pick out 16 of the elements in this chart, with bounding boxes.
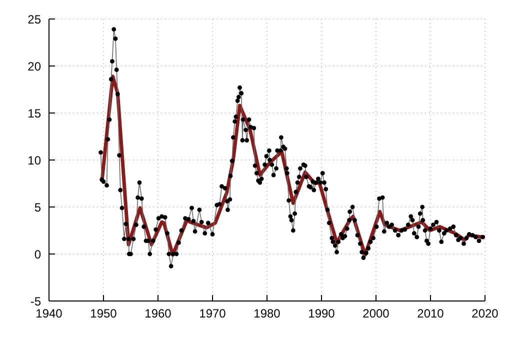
y-tick-label: 0 bbox=[34, 247, 42, 262]
x-tick-label: 1980 bbox=[254, 306, 281, 321]
x-tick-label: 1970 bbox=[199, 306, 226, 321]
y-tick-label: 25 bbox=[28, 12, 42, 26]
x-tick-label: 1990 bbox=[308, 306, 336, 321]
x-tick-label: 1940 bbox=[36, 306, 63, 321]
x-tick-label: 2000 bbox=[362, 306, 390, 321]
y-tick-label: 10 bbox=[28, 153, 42, 168]
x-tick-label: 1960 bbox=[144, 306, 172, 321]
x-tick-label: 2010 bbox=[417, 306, 444, 321]
x-tick-label: 1950 bbox=[90, 306, 118, 321]
x-tick-label: 2020 bbox=[472, 306, 499, 321]
y-tick-label: -5 bbox=[30, 294, 42, 308]
y-tick-label: 5 bbox=[34, 200, 42, 214]
y-tick-label: 20 bbox=[28, 59, 42, 74]
y-tick-label: 15 bbox=[28, 106, 42, 120]
